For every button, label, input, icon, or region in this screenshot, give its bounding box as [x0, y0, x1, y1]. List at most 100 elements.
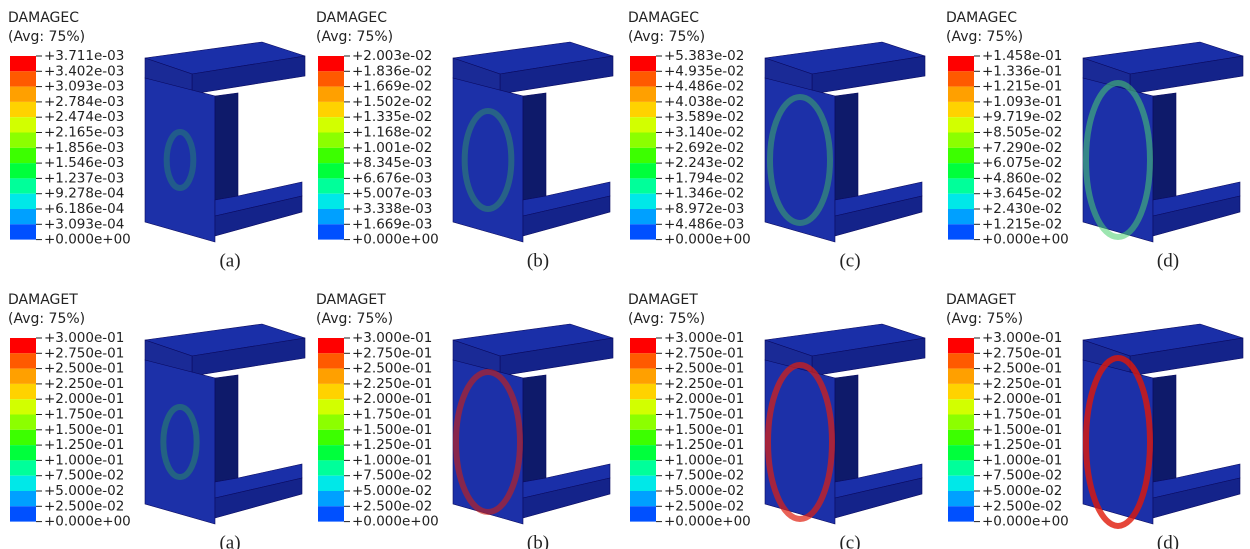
- legend-swatch: [318, 445, 344, 461]
- legend-swatch: [630, 399, 656, 415]
- legend-swatch: [318, 71, 344, 87]
- legend-label: +6.186e-04: [44, 201, 124, 217]
- legend-label: +2.500e-02: [982, 498, 1062, 514]
- legend-label: +7.500e-02: [352, 468, 432, 484]
- legend-swatch: [630, 368, 656, 384]
- legend-label: +1.750e-01: [44, 407, 124, 423]
- legend-label: +3.000e-01: [664, 330, 744, 346]
- legend-label: +1.794e-02: [664, 170, 744, 186]
- legend-swatch: [630, 147, 656, 164]
- legend-label: +0.000e+00: [44, 232, 131, 248]
- legend-swatch: [948, 368, 974, 384]
- web-inner: [214, 374, 239, 483]
- legend-label: +3.000e-01: [44, 330, 124, 346]
- legend-variable: DAMAGEC: [8, 10, 79, 26]
- damage-zone: [765, 362, 835, 522]
- legend-swatch: [630, 414, 656, 430]
- legend-swatch: [10, 56, 36, 72]
- caption: (d): [1157, 250, 1179, 271]
- legend-label: +2.750e-01: [664, 345, 744, 361]
- legend-swatch: [10, 147, 36, 164]
- legend-swatch: [10, 224, 36, 240]
- bottom-face: [522, 181, 611, 217]
- legend-label: +0.000e+00: [352, 232, 439, 248]
- legend-label: +2.243e-02: [664, 155, 744, 171]
- legend-label: +5.007e-03: [352, 186, 432, 202]
- legend-swatch: [630, 178, 656, 194]
- legend-swatch: [948, 383, 974, 400]
- legend-label: +0.000e+00: [982, 514, 1069, 530]
- legend-label: +1.000e-01: [664, 452, 744, 468]
- legend-swatch: [10, 163, 36, 179]
- legend-swatch: [630, 353, 656, 369]
- legend-label: +5.000e-02: [664, 483, 744, 499]
- web-face: [1082, 359, 1154, 525]
- panel: DAMAGET(Avg: 75%)+3.000e-01+2.750e-01+2.…: [8, 292, 306, 549]
- legend-variable: DAMAGEC: [628, 10, 699, 26]
- legend-swatch: [948, 414, 974, 430]
- legend-swatch: [10, 338, 36, 354]
- legend-swatch: [10, 414, 36, 430]
- legend-swatch: [948, 445, 974, 461]
- legend-label: +3.093e-04: [44, 216, 124, 232]
- c-section: [144, 323, 306, 525]
- legend-swatch: [318, 101, 344, 118]
- legend-swatch: [10, 429, 36, 446]
- legend-swatch: [948, 506, 974, 522]
- panel: DAMAGET(Avg: 75%)+3.000e-01+2.750e-01+2.…: [628, 292, 926, 549]
- legend-label: +8.345e-03: [352, 155, 432, 171]
- legend-label: +1.500e-01: [982, 422, 1062, 438]
- legend-label: +2.000e-01: [352, 391, 432, 407]
- legend-swatch: [10, 132, 36, 148]
- legend-swatch: [948, 353, 974, 369]
- legend-swatch: [630, 117, 656, 133]
- caption: (d): [1157, 532, 1179, 549]
- legend-label: +0.000e+00: [664, 232, 751, 248]
- legend-swatch: [948, 193, 974, 209]
- bottom-front: [834, 477, 923, 519]
- legend-label: +2.750e-01: [982, 345, 1062, 361]
- legend-swatch: [948, 224, 974, 240]
- legend-label: +6.075e-02: [982, 155, 1062, 171]
- legend-label: +3.645e-02: [982, 186, 1062, 202]
- web-face: [452, 359, 524, 525]
- panel: DAMAGEC(Avg: 75%)+1.458e-01+1.336e-01+1.…: [946, 10, 1244, 271]
- legend-label: +2.430e-02: [982, 201, 1062, 217]
- legend-swatch: [10, 209, 36, 225]
- legend-label: +7.290e-02: [982, 140, 1062, 156]
- c-section: [764, 41, 926, 243]
- legend-swatch: [318, 178, 344, 194]
- c-section: [1082, 323, 1244, 529]
- legend-swatch: [10, 353, 36, 369]
- legend-label: +1.336e-01: [982, 63, 1062, 79]
- legend-label: +1.250e-01: [44, 437, 124, 453]
- legend-swatch: [10, 86, 36, 102]
- legend-label: +2.250e-01: [44, 376, 124, 392]
- damage-zone: [1083, 355, 1153, 529]
- web-inner: [1152, 92, 1177, 201]
- caption: (b): [527, 532, 549, 549]
- bottom-face: [214, 463, 303, 499]
- legend-label: +1.250e-01: [352, 437, 432, 453]
- legend-label: +9.719e-02: [982, 109, 1062, 125]
- legend-swatch: [948, 71, 974, 87]
- legend-label: +2.500e-02: [44, 498, 124, 514]
- legend-swatch: [948, 117, 974, 133]
- legend-variable: DAMAGEC: [316, 10, 387, 26]
- legend-label: +2.500e-01: [44, 361, 124, 377]
- legend-label: +1.500e-01: [664, 422, 744, 438]
- legend-label: +5.000e-02: [352, 483, 432, 499]
- panel: DAMAGEC(Avg: 75%)+3.711e-03+3.402e-03+3.…: [8, 10, 306, 271]
- c-section: [452, 41, 614, 243]
- legend-label: +2.500e-01: [982, 361, 1062, 377]
- legend-swatch: [630, 445, 656, 461]
- bottom-face: [834, 463, 923, 499]
- bottom-front: [1152, 195, 1241, 237]
- legend-label: +3.093e-03: [44, 79, 124, 95]
- legend-label: +5.000e-02: [982, 483, 1062, 499]
- legend-label: +2.250e-01: [352, 376, 432, 392]
- legend-label: +2.000e-01: [44, 391, 124, 407]
- bottom-front: [522, 195, 611, 237]
- legend-swatch: [10, 475, 36, 491]
- legend-label: +1.335e-02: [352, 109, 432, 125]
